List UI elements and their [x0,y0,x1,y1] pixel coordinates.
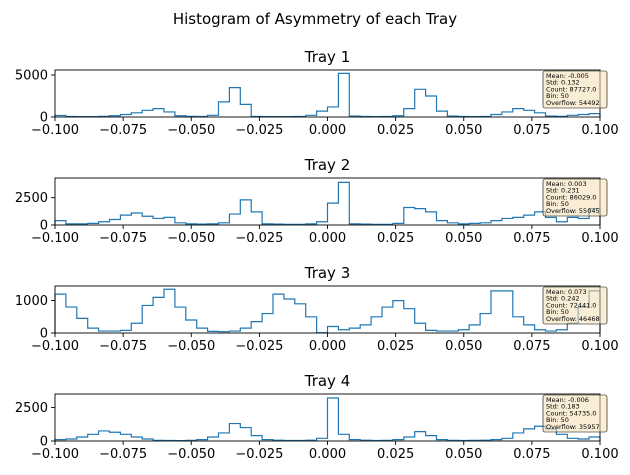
x-tick-label: 0.075 [513,123,550,138]
x-tick-label: −0.050 [167,231,215,246]
y-tick-label: 2500 [15,401,48,416]
x-tick-label: 0.025 [377,231,414,246]
x-tick-label: −0.100 [31,231,79,246]
subplot-title: Tray 1 [304,48,351,66]
stats-line: Overflow: 54492 [546,99,600,107]
x-tick-label: −0.025 [235,231,283,246]
subplot-tray-2: Tray 2 −0.100 −0.075 −0.050 −0.025 0.000 0.025… [15,156,619,246]
stats-line: Std: 0.183 [546,403,580,411]
subplot-tray-4: Tray 4 −0.100 −0.075 −0.050 −0.025 0.000 0.025… [15,372,619,462]
x-tick-label: −0.025 [235,339,283,354]
figure-title: Histogram of Asymmetry of each Tray [173,10,457,28]
stats-line: Count: 72441.0 [546,301,596,309]
stats-box [542,70,608,109]
stats-line: Mean: 0.003 [546,180,587,188]
y-tick-label: 5000 [15,69,48,84]
x-tick-label: −0.075 [99,123,147,138]
x-tick-label: 0.075 [513,339,550,354]
x-tick-label: 0.025 [377,123,414,138]
x-tick-label: 0.075 [513,447,550,462]
x-tick-label: 0.000 [309,231,346,246]
x-tick-label: −0.050 [167,123,215,138]
stats-line: Std: 0.242 [546,295,580,303]
x-tick-label: −0.075 [99,231,147,246]
stats-line: Overflow: 55045 [546,207,600,215]
stats-line: Mean: -0.005 [546,72,589,80]
stats-box [542,286,608,325]
x-tick-label: −0.075 [99,447,147,462]
x-tick-label: 0.100 [581,231,618,246]
x-tick-label: 0.100 [581,339,618,354]
x-tick-label: 0.100 [581,123,618,138]
stats-line: Count: 54735.0 [546,409,596,417]
x-tick-label: 0.050 [445,339,482,354]
subplot-title: Tray 3 [304,264,351,282]
stats-line: Overflow: 35957 [546,423,600,431]
stats-line: Mean: -0.006 [546,396,589,404]
histogram-step-line [54,288,601,334]
stats-line: Bin: 50 [546,416,569,424]
stats-box [542,394,608,433]
x-tick-label: 0.075 [513,231,550,246]
y-tick-label: 0 [40,327,48,342]
stats-line: Bin: 50 [546,200,569,208]
histogram-step-line [54,181,601,225]
x-tick-label: 0.000 [309,339,346,354]
stats-line: Bin: 50 [546,92,569,100]
stats-line: Count: 86029.0 [546,193,596,201]
stats-line: Mean: 0.073 [546,288,587,296]
subplot-title: Tray 2 [304,156,351,174]
x-tick-label: −0.075 [99,339,147,354]
y-tick-label: 2500 [15,191,48,206]
x-tick-label: 0.000 [309,123,346,138]
stats-line: Count: 87727.0 [546,85,596,93]
x-tick-label: −0.100 [31,123,79,138]
y-tick-label: 0 [40,111,48,126]
y-tick-label: 1000 [15,294,48,309]
x-tick-label: 0.025 [377,339,414,354]
x-tick-label: 0.050 [445,123,482,138]
x-tick-label: 0.000 [309,447,346,462]
y-tick-label: 0 [40,219,48,234]
x-tick-label: 0.050 [445,447,482,462]
x-tick-label: 0.100 [581,447,618,462]
stats-line: Overflow: 46468 [546,315,600,323]
subplot-tray-3: Tray 3 −0.100 −0.075 −0.050 −0.025 0.000 0.025… [15,264,619,354]
stats-line: Std: 0.231 [546,187,580,195]
stats-line: Bin: 50 [546,308,569,316]
subplot-tray-1: Tray 1 −0.100 −0.075 −0.050 −0.025 0.000 0.025… [15,48,619,138]
y-tick-label: 0 [40,435,48,450]
subplot-title: Tray 4 [304,372,351,390]
x-tick-label: −0.025 [235,123,283,138]
x-tick-label: −0.050 [167,447,215,462]
x-tick-label: −0.025 [235,447,283,462]
x-tick-label: −0.100 [31,447,79,462]
stats-line: Std: 0.132 [546,79,580,87]
histogram-step-line [54,72,601,118]
x-tick-label: −0.100 [31,339,79,354]
x-tick-label: −0.050 [167,339,215,354]
histogram-step-line [54,397,601,442]
x-tick-label: 0.050 [445,231,482,246]
stats-box [542,178,608,217]
x-tick-label: 0.025 [377,447,414,462]
